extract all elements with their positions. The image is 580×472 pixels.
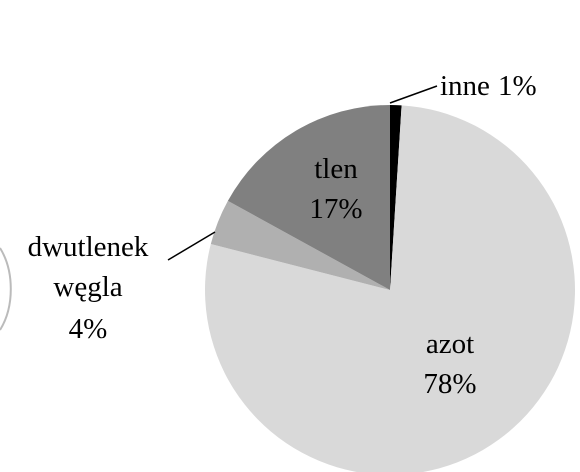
pie-slice xyxy=(205,105,575,472)
category-label: tlen xyxy=(314,153,358,185)
value-label: 78% xyxy=(423,368,476,400)
category-label: dwutlenek węgla xyxy=(28,231,149,303)
slice-label: inne 1% xyxy=(440,70,537,102)
leader-line xyxy=(167,231,216,261)
value-label: 4% xyxy=(69,313,108,345)
neighbor-pie-edge xyxy=(0,247,12,331)
pie-slice xyxy=(210,200,390,290)
pie-slice xyxy=(390,105,402,290)
category-label-line: dwutlenek xyxy=(28,231,149,263)
leader-line xyxy=(389,85,438,104)
category-label: azot xyxy=(426,328,474,360)
value-label: 1% xyxy=(498,70,537,102)
category-label-line: węgla xyxy=(53,271,122,303)
pie-slice xyxy=(227,105,390,290)
category-label: inne xyxy=(440,70,490,102)
value-label: 17% xyxy=(309,193,362,225)
